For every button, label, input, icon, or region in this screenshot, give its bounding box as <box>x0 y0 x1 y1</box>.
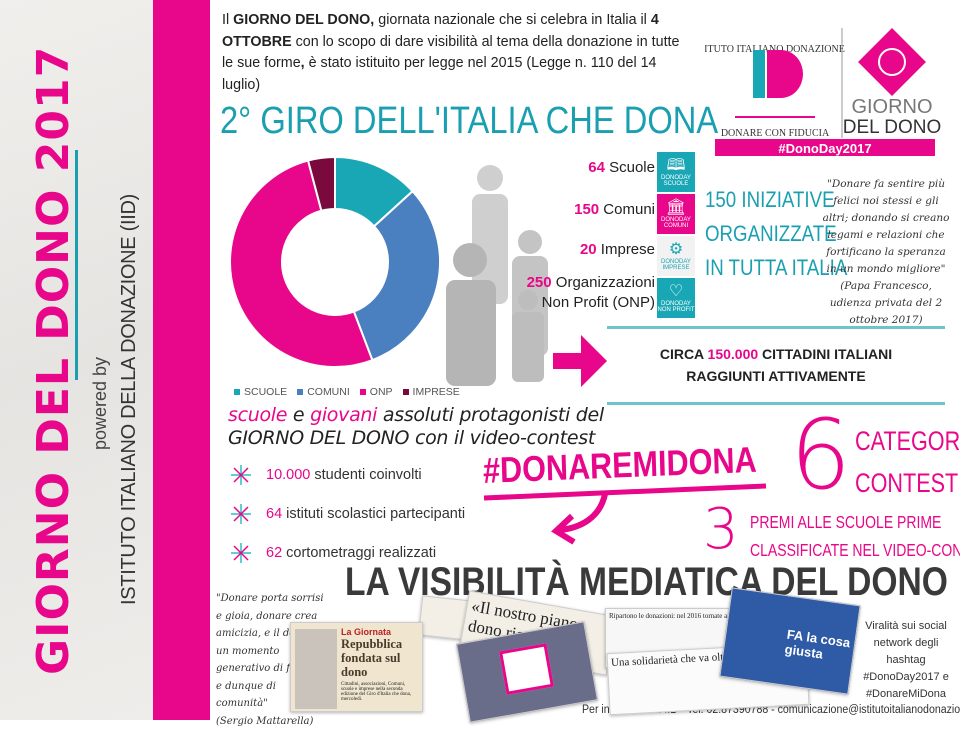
book-icon: 🕮 DONODAY SCUOLE <box>657 152 695 192</box>
heart-icon: ♡ DONODAY NON PROFIT <box>657 278 695 318</box>
legend-item: SCUOLE <box>234 386 287 398</box>
donut-slice-imprese <box>306 155 336 212</box>
logo: ISTITUTO ITALIANO DONAZIONE DONARE CON F… <box>689 10 945 156</box>
pink-band <box>153 0 210 720</box>
stat-item: 250 Organizzazioni Non Profit (ONP) <box>526 274 655 311</box>
logo-giorno: GIORNO <box>851 96 932 118</box>
divider <box>607 326 945 329</box>
bullet-item: 10.000 studenti coinvolti <box>230 464 422 486</box>
curved-arrow-icon <box>483 483 767 545</box>
asterisk-icon <box>231 543 251 563</box>
papa-quote: "Donare fa sentire più felici noi stessi… <box>820 176 952 329</box>
initiatives-line: IN TUTTA ITALIA <box>705 255 848 280</box>
initiatives-line: 150 INIZIATIVE <box>705 187 835 212</box>
bullet-item: 64 istituti scolastici partecipanti <box>230 503 465 525</box>
logo-arc-text: ISTITUTO ITALIANO DONAZIONE <box>705 44 845 55</box>
categories-number: 6 <box>790 399 852 511</box>
prizes-label: PREMI ALLE SCUOLE PRIME CLASSIFICATE NEL … <box>750 512 960 560</box>
stat-item: 20 Imprese <box>579 241 655 258</box>
donut-slice-comuni <box>352 189 441 362</box>
chart-legend: SCUOLE COMUNI ONP IMPRESE <box>234 386 460 398</box>
quote-text: "Donare fa sentire più felici noi stessi… <box>822 178 950 275</box>
logo-hashtag: #DonoDay2017 <box>778 141 871 156</box>
logo-graphic: ISTITUTO ITALIANO DONAZIONE DONARE CON F… <box>689 28 942 156</box>
logo-del-dono: DEL DONO <box>843 117 942 138</box>
asterisk-icon <box>231 504 251 524</box>
quote-source: (Papa Francesco, udienza privata del 2 o… <box>829 280 943 326</box>
initiatives-line: ORGANIZZATE <box>705 221 837 246</box>
reach-text: CIRCA 150.000 CITTADINI ITALIANI RAGGIUNT… <box>659 346 893 384</box>
vertical-title: GIORNO DEL DONO 2017 <box>28 45 79 675</box>
initiatives-text: 150 INIZIATIVE ORGANIZZATE IN TUTTA ITAL… <box>705 183 847 285</box>
divider <box>75 150 78 380</box>
legend-item: COMUNI <box>297 386 350 398</box>
arrow-right-icon <box>553 335 607 387</box>
donut-slice-onp <box>229 159 374 368</box>
building-icon: 🏛 DONODAY COMUNI <box>657 194 695 234</box>
section-title: 2° GIRO DELL'ITALIA CHE DONA <box>220 100 719 142</box>
gears-icon: ⚙ DONODAY IMPRESE <box>657 236 695 276</box>
contest-subtitle: scuole e giovani assoluti protagonisti d… <box>228 404 604 449</box>
social-virality-text: Viralità sui social network degli hashta… <box>863 620 949 700</box>
prizes-number: 3 <box>703 497 739 562</box>
media-title: LA VISIBILITÀ MEDIATICA DEL DONO <box>345 560 948 604</box>
stat-item: 150 Comuni <box>574 201 655 218</box>
powered-by: powered by <box>90 356 110 450</box>
people-icon <box>446 165 548 386</box>
asterisk-icon <box>231 465 251 485</box>
divider <box>607 402 945 405</box>
bullet-item: 62 cortometraggi realizzati <box>230 542 436 564</box>
stat-item: 64 Scuole <box>588 159 655 176</box>
intro-text: Il GIORNO DEL DONO, giornata nazionale c… <box>222 12 680 93</box>
press-clipping: La Giornata Repubblica fondata sul dono … <box>290 622 423 712</box>
logo-tagline: DONARE CON FIDUCIA <box>721 128 830 139</box>
legend-item: IMPRESE <box>402 386 460 398</box>
legend-item: ONP <box>359 386 393 398</box>
donut-chart <box>229 155 441 368</box>
institute-name: ISTITUTO ITALIANO DELLA DONAZIONE (IID) <box>118 194 140 605</box>
tv-screenshot: FA la cosa giusta <box>719 587 861 695</box>
categories-label: CATEGORIECONTEST <box>855 426 960 498</box>
